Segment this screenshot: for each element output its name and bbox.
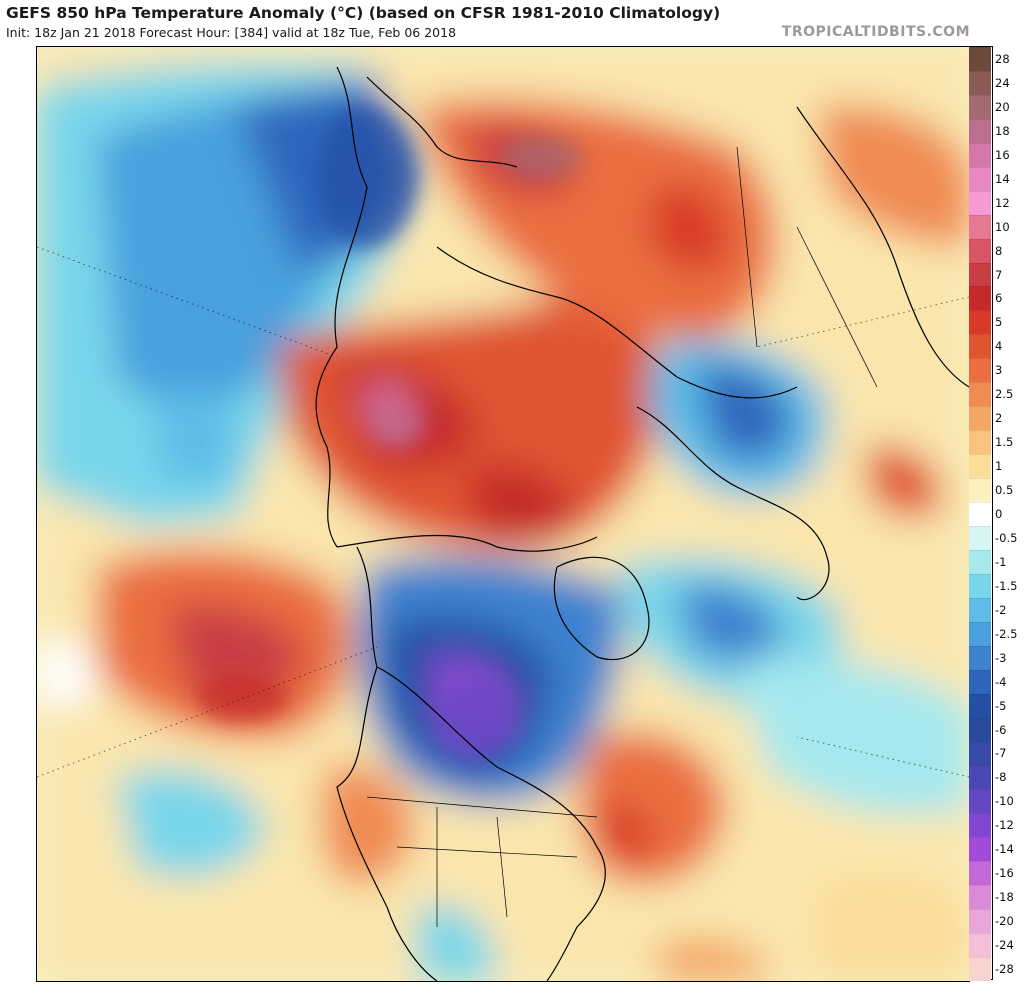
color-scale-label: 5 xyxy=(995,315,1003,330)
color-scale-swatch xyxy=(969,406,991,431)
color-scale-swatch xyxy=(969,502,991,526)
color-scale-swatch xyxy=(969,286,991,311)
color-scale-label: -0.5 xyxy=(995,530,1018,545)
color-scale-label: 24 xyxy=(995,75,1010,90)
color-scale-swatch xyxy=(969,142,991,167)
color-scale-swatch xyxy=(969,334,991,359)
color-scale-bar xyxy=(969,46,993,981)
color-scale-label: -7 xyxy=(995,746,1007,761)
color-scale-swatch xyxy=(969,214,991,239)
anomaly-field xyxy=(37,47,969,981)
color-scale-label: 0.5 xyxy=(995,483,1014,498)
color-scale-label: -2 xyxy=(995,602,1007,617)
color-scale-label: -12 xyxy=(995,818,1014,833)
color-scale-swatch xyxy=(969,957,991,981)
color-scale-label: -20 xyxy=(995,914,1014,929)
color-scale-label: -2.5 xyxy=(995,626,1018,641)
color-scale-swatch xyxy=(969,717,991,742)
color-scale-label: -3 xyxy=(995,650,1007,665)
color-scale-swatch xyxy=(969,645,991,670)
color-scale-swatch xyxy=(969,597,991,622)
color-scale-swatch xyxy=(969,166,991,191)
color-scale-swatch xyxy=(969,262,991,287)
brand-watermark: TROPICALTIDBITS.COM xyxy=(781,24,970,40)
color-scale-swatch xyxy=(969,909,991,934)
color-scale-label: -24 xyxy=(995,938,1014,953)
color-scale-label: 6 xyxy=(995,291,1003,306)
color-scale-swatch xyxy=(969,118,991,143)
color-scale-label: 28 xyxy=(995,51,1010,66)
color-scale-label: -6 xyxy=(995,722,1007,737)
color-scale-swatch xyxy=(969,382,991,407)
color-scale-label: -1 xyxy=(995,554,1007,569)
color-scale-swatch xyxy=(969,70,991,95)
color-scale-swatch xyxy=(969,525,991,550)
color-scale-swatch xyxy=(969,238,991,263)
color-scale-label: 1 xyxy=(995,459,1003,474)
color-scale-label: 12 xyxy=(995,195,1010,210)
color-scale-swatch xyxy=(969,765,991,790)
coastlines xyxy=(315,66,969,981)
color-scale-swatch xyxy=(969,549,991,574)
color-scale-swatch xyxy=(969,669,991,694)
color-scale-label: -5 xyxy=(995,698,1007,713)
anomaly-map xyxy=(36,46,970,982)
color-scale-swatch xyxy=(969,358,991,383)
color-scale-label: -1.5 xyxy=(995,578,1018,593)
color-scale-swatch xyxy=(969,454,991,479)
color-scale-swatch xyxy=(969,430,991,455)
color-scale-swatch xyxy=(969,885,991,910)
color-scale-swatch xyxy=(969,741,991,766)
color-scale-label: 18 xyxy=(995,123,1010,138)
color-scale-label: -14 xyxy=(995,842,1014,857)
color-scale-label: -28 xyxy=(995,962,1014,977)
color-scale-label: 16 xyxy=(995,147,1010,162)
color-scale-swatch xyxy=(969,693,991,718)
color-scale-label: 2.5 xyxy=(995,387,1014,402)
color-scale-label: 1.5 xyxy=(995,435,1014,450)
chart-title: GEFS 850 hPa Temperature Anomaly (°C) (b… xyxy=(6,4,721,22)
forecast-info: Init: 18z Jan 21 2018 Forecast Hour: [38… xyxy=(6,25,457,40)
color-scale-label: 4 xyxy=(995,339,1003,354)
color-scale-label: 20 xyxy=(995,99,1010,114)
color-scale-label: -4 xyxy=(995,674,1007,689)
color-scale-swatch xyxy=(969,94,991,119)
color-scale-label: 10 xyxy=(995,219,1010,234)
color-scale-label: 8 xyxy=(995,243,1003,258)
color-scale-label: -8 xyxy=(995,770,1007,785)
color-scale-swatch xyxy=(969,837,991,862)
color-scale-swatch xyxy=(969,190,991,215)
color-scale-swatch xyxy=(969,861,991,886)
color-scale-label: 3 xyxy=(995,363,1003,378)
color-scale-swatch xyxy=(969,478,991,502)
color-scale-swatch xyxy=(969,789,991,814)
borders xyxy=(366,146,878,927)
color-scale-swatch xyxy=(969,621,991,646)
color-scale-label: -16 xyxy=(995,866,1014,881)
color-scale-swatch xyxy=(969,933,991,958)
color-scale-label: 0 xyxy=(995,507,1003,521)
color-scale-label: -10 xyxy=(995,794,1014,809)
color-scale-swatch xyxy=(969,813,991,838)
color-scale-label: 14 xyxy=(995,171,1010,186)
color-scale-label: 2 xyxy=(995,411,1003,426)
color-scale-label: -18 xyxy=(995,890,1014,905)
color-scale-swatch xyxy=(969,573,991,598)
graticule xyxy=(37,246,969,778)
color-scale-swatch xyxy=(969,47,991,71)
color-scale-label: 7 xyxy=(995,267,1003,282)
color-scale-swatch xyxy=(969,310,991,335)
